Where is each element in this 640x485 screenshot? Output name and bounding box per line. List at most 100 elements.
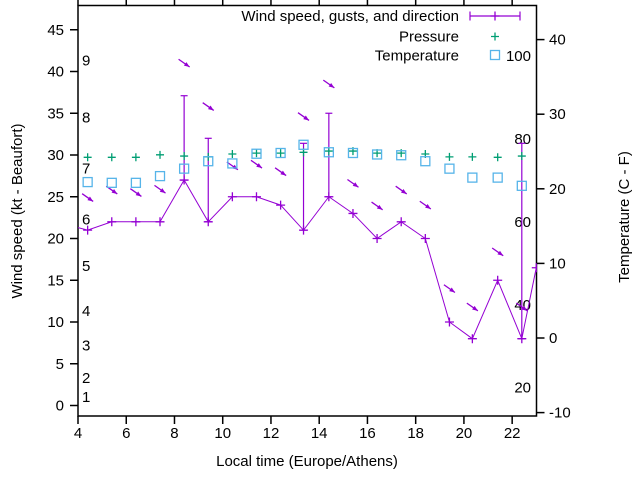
wind-marker (276, 200, 286, 210)
pressure-marker (493, 153, 502, 162)
wind-direction-arrowhead (328, 82, 335, 88)
legend-pressure-marker (491, 32, 499, 41)
wind-direction-arrowhead (87, 196, 94, 202)
pressure-marker (468, 152, 477, 161)
temperature-marker (347, 147, 359, 159)
wind-direction-arrowhead (208, 105, 214, 111)
legend: Wind speed, gusts, and direction Pressur… (241, 8, 459, 65)
beaufort-scale-label: 8 (82, 109, 90, 126)
x-tick-label: 10 (214, 425, 231, 442)
y-axis-title: Wind speed (kt - Beaufort) (9, 123, 26, 298)
x-tick-label: 22 (504, 425, 521, 442)
wind-direction-arrowhead (425, 204, 431, 209)
x-tick-label: 20 (456, 425, 473, 442)
beaufort-scale-label: 1 (82, 389, 90, 406)
pressure-marker (156, 150, 165, 159)
y-tick-label: 40 (47, 64, 64, 81)
beaufort-scale-label: 7 (82, 160, 90, 177)
y-tick-label: 20 (47, 231, 64, 248)
pressure-marker (324, 147, 333, 156)
temperature-marker (396, 150, 407, 161)
x-tick-label: 16 (359, 425, 376, 442)
y-tick-label: 10 (47, 314, 64, 331)
wind-marker (83, 225, 93, 235)
wind-direction-arrowhead (256, 163, 263, 169)
legend-temperature-marker (489, 49, 501, 61)
wind-marker (348, 208, 358, 218)
wind-marker (131, 217, 141, 227)
plot-border (77, 4, 538, 417)
fahrenheit-scale-label: 60 (514, 214, 531, 231)
temperature-marker (106, 177, 117, 188)
x-tick-label: 14 (311, 425, 328, 442)
pressure-marker (180, 152, 189, 161)
temperature-marker (420, 156, 431, 167)
fahrenheit-scale-label: 20 (514, 380, 531, 397)
wind-direction-arrowhead (400, 188, 407, 194)
wind-marker (251, 192, 261, 202)
x-tick-label: 18 (407, 425, 424, 442)
wind-marker (531, 263, 537, 273)
wind-marker (203, 217, 213, 227)
pressure-marker (83, 153, 92, 162)
temperature-marker (178, 163, 190, 174)
y2-tick-label: 30 (549, 106, 566, 123)
temperature-marker (371, 149, 383, 160)
y2-tick-label: -10 (549, 405, 571, 422)
temperature-marker (154, 170, 166, 182)
x-tick-label: 12 (263, 425, 280, 442)
pressure-marker (276, 149, 285, 158)
x-axis-title: Local time (Europe/Athens) (216, 453, 398, 470)
temperature-marker (203, 156, 214, 167)
beaufort-scale-label: 5 (82, 258, 90, 275)
wind-direction-arrowhead (280, 170, 287, 176)
legend-label-wind: Wind speed, gusts, and direction (241, 8, 459, 25)
temperature-marker (130, 177, 142, 188)
temperature-marker (492, 172, 503, 183)
temperature-marker (516, 180, 527, 191)
y2-tick-label: 0 (549, 330, 557, 347)
beaufort-scale-label: 6 (82, 211, 90, 228)
x-tick-label: 4 (74, 425, 82, 442)
temperature-marker (298, 139, 309, 150)
fahrenheit-scale-label: 80 (514, 131, 531, 148)
series-layer (77, 58, 537, 344)
wind-marker (107, 217, 117, 227)
temperature-marker (444, 163, 455, 174)
wind-marker (179, 175, 189, 185)
legend-label-pressure: Pressure (399, 29, 459, 46)
wind-marker (299, 225, 309, 235)
wind-marker (420, 234, 430, 243)
beaufort-scale-label: 2 (82, 370, 90, 387)
y2-tick-label: 10 (549, 255, 566, 272)
x-tick-label: 8 (170, 425, 178, 442)
wind-direction-arrowhead (521, 305, 528, 311)
x-tick-label: 6 (122, 425, 130, 442)
wind-direction-arrowhead (497, 250, 504, 256)
wind-marker (493, 275, 503, 285)
wind-direction-arrowhead (135, 191, 142, 197)
temperature-marker (227, 158, 238, 169)
y-tick-label: 30 (47, 147, 64, 164)
temperature-marker (467, 172, 478, 183)
wind-marker (155, 217, 165, 227)
wind-marker (467, 334, 477, 344)
y-tick-label: 0 (56, 398, 64, 415)
fahrenheit-scale-label: 40 (514, 297, 531, 314)
wind-marker (396, 217, 406, 227)
wind-direction-arrowhead (303, 115, 310, 121)
wind-speed-line (77, 179, 537, 341)
pressure-marker (252, 149, 261, 158)
y-tick-label: 45 (47, 22, 64, 39)
legend-wind-marker (490, 11, 500, 21)
beaufort-scale-label: 9 (82, 53, 90, 70)
beaufort-scale-label: 3 (82, 337, 90, 354)
y2-axis-title: Temperature (C - F) (616, 151, 633, 283)
legend-label-temperature: Temperature (375, 48, 459, 65)
pressure-marker (517, 152, 526, 161)
wind-marker (372, 234, 382, 243)
y2-tick-label: 40 (549, 32, 566, 49)
pressure-marker (131, 153, 140, 162)
